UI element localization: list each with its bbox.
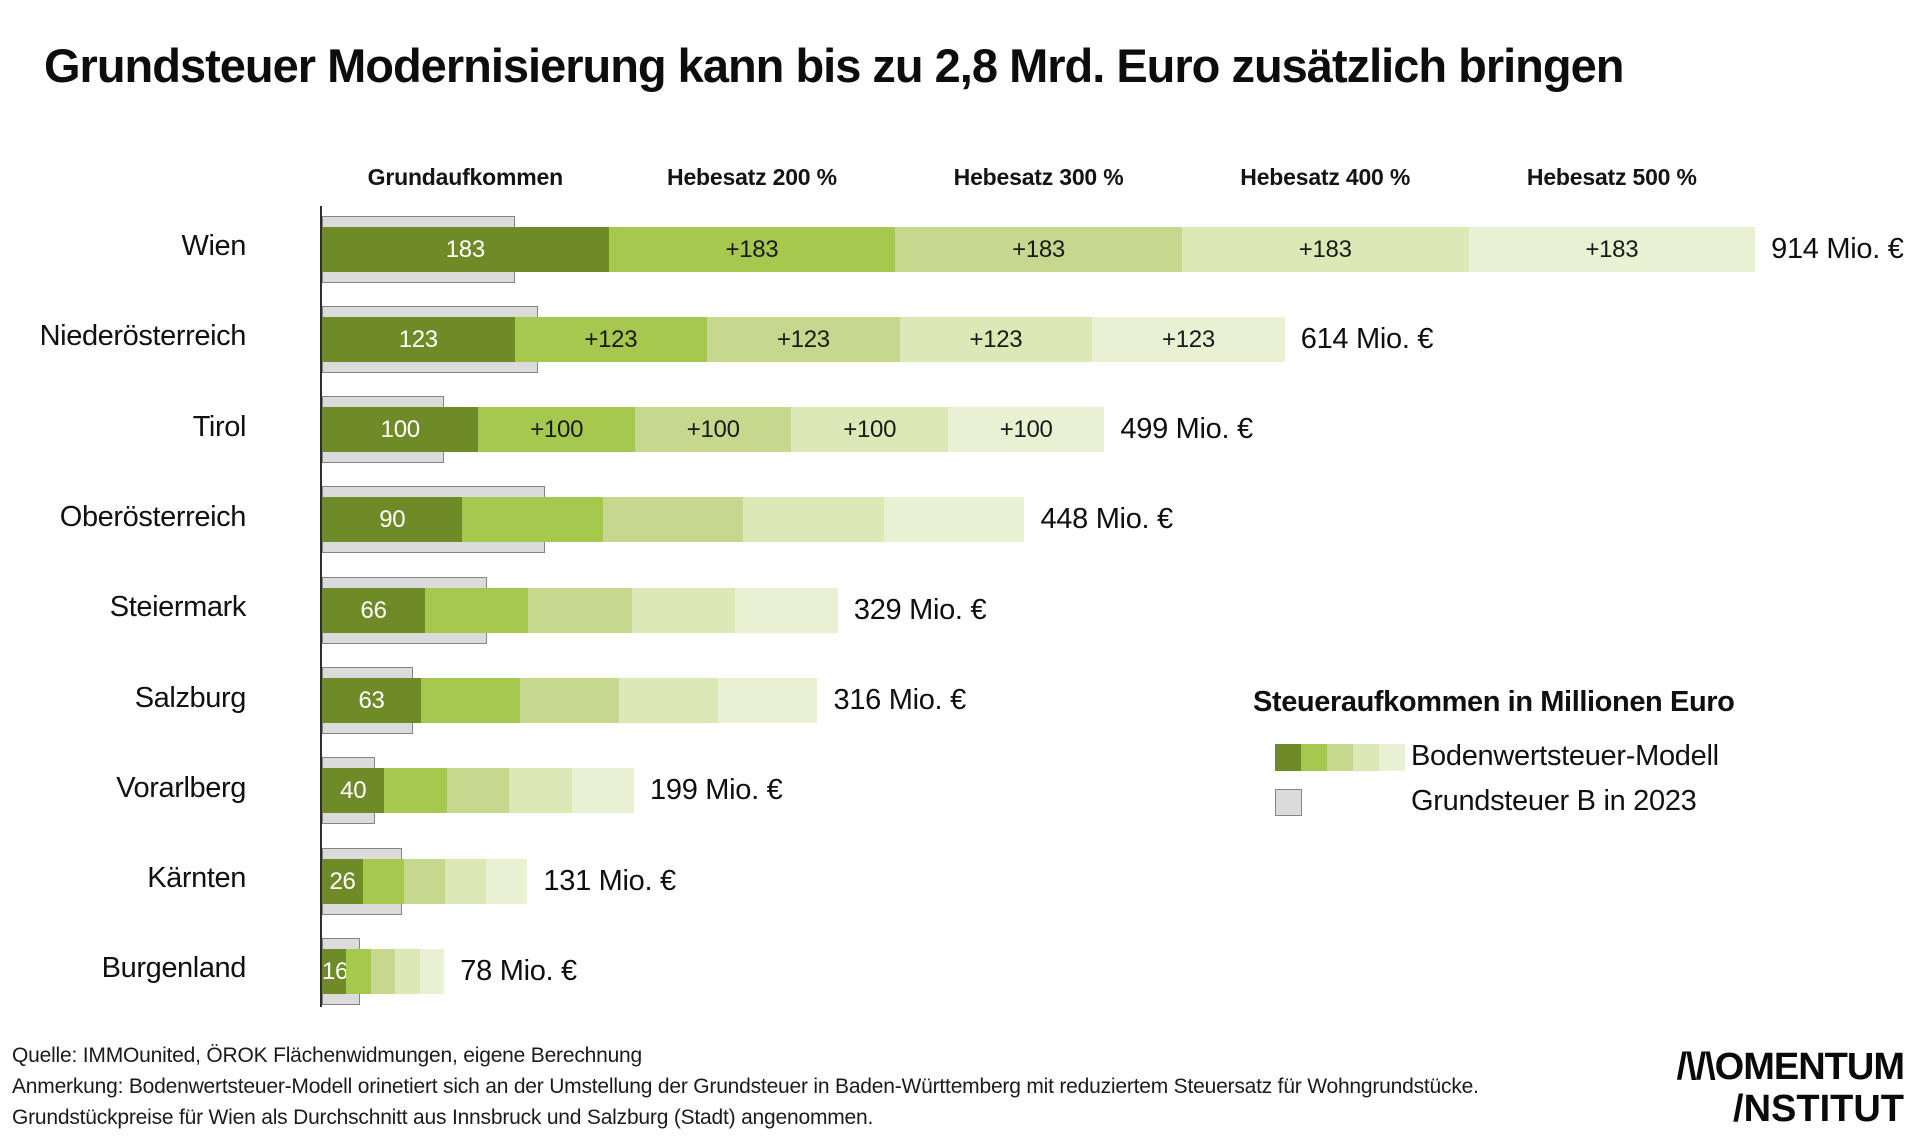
- bar-segment-hebesatz: [395, 948, 420, 994]
- bar-segment-hebesatz: [631, 587, 735, 633]
- bar-segment-hebesatz: [520, 678, 620, 723]
- bar-segment-grundaufkommen: 63: [322, 678, 422, 723]
- bar-segment-hebesatz: [462, 497, 603, 543]
- momentum-institut-logo: /\/\OMENTUM /NSTITUT: [1676, 1046, 1905, 1130]
- legend-color-chip: [1353, 744, 1379, 771]
- row-label: Steiermark: [109, 591, 247, 624]
- bar-segment-grundaufkommen: 183: [322, 226, 609, 272]
- total-value-label: 78 Mio. €: [460, 954, 577, 987]
- note-line: Quelle: IMMOunited, ÖROK Flächenwidmunge…: [12, 1044, 643, 1067]
- chart-title: Grundsteuer Modernisierung kann bis zu 2…: [44, 39, 1624, 92]
- legend-title: Steueraufkommen in Millionen Euro: [1253, 686, 1735, 718]
- bar-segment-hebesatz: [718, 678, 818, 723]
- bar-segment-hebesatz: [602, 497, 744, 543]
- bar-segment-hebesatz: [743, 497, 884, 543]
- total-value-label: 914 Mio. €: [1771, 232, 1904, 265]
- total-value-label: 614 Mio. €: [1300, 322, 1434, 355]
- bar-segment-hebesatz: [445, 858, 487, 904]
- bar-segment-hebesatz: [363, 858, 405, 904]
- column-header: Hebesatz 200 %: [667, 164, 837, 190]
- bar-segment-hebesatz: [509, 768, 572, 814]
- bar-segment-hebesatz: [384, 768, 447, 814]
- logo-line-institut: /NSTITUT: [1733, 1088, 1904, 1130]
- row-label: Wien: [181, 230, 247, 262]
- bar-segment-grundaufkommen: 40: [322, 768, 385, 814]
- bar-segment-hebesatz: [883, 497, 1025, 543]
- bar-segment-hebesatz: +123: [899, 316, 1093, 362]
- bar-segment-hebesatz: [528, 587, 632, 633]
- note-line: Anmerkung: Bodenwertsteuer-Modell orinet…: [12, 1075, 1479, 1098]
- legend-gray-swatch: [1275, 789, 1302, 816]
- bar-segment-hebesatz: +123: [514, 316, 708, 362]
- legend-item-bodenwertsteuer: Bodenwertsteuer-Modell: [1411, 740, 1719, 772]
- bar-segment-hebesatz: [486, 858, 528, 904]
- row-label: Burgenland: [101, 952, 247, 985]
- row-label: Vorarlberg: [116, 771, 246, 804]
- total-value-label: 199 Mio. €: [650, 774, 783, 807]
- bar-segment-grundaufkommen: 90: [322, 497, 463, 543]
- bar-segment-grundaufkommen: 66: [322, 587, 426, 633]
- legend: Steueraufkommen in Millionen Euro Bodenw…: [1253, 686, 1853, 817]
- legend-color-chip: [1275, 744, 1301, 771]
- bar-segment-hebesatz: +183: [608, 226, 896, 272]
- legend-color-chip: [1301, 744, 1327, 771]
- bar-segment-hebesatz: +100: [947, 407, 1105, 453]
- bar-segment-hebesatz: +183: [895, 226, 1182, 272]
- total-value-label: 448 Mio. €: [1040, 503, 1173, 536]
- row-label: Niederösterreich: [39, 320, 247, 353]
- total-value-label: 499 Mio. €: [1120, 413, 1253, 446]
- bar-segment-hebesatz: +100: [478, 407, 635, 453]
- legend-color-chip: [1379, 744, 1405, 771]
- axis-line: [320, 206, 322, 1007]
- legend-item-grundsteuer-b: Grundsteuer B in 2023: [1411, 785, 1697, 817]
- bar-segment-grundaufkommen: 26: [322, 858, 364, 904]
- bar-segment-grundaufkommen: 123: [322, 316, 515, 362]
- row-label: Tirol: [192, 410, 247, 443]
- row-label: Kärnten: [147, 862, 246, 895]
- bar-segment-hebesatz: [346, 948, 371, 994]
- bar-segment-hebesatz: [421, 678, 521, 723]
- bar-segment-hebesatz: +183: [1181, 226, 1469, 272]
- row-label: Salzburg: [134, 681, 247, 714]
- bar-segment-hebesatz: [446, 768, 510, 814]
- column-header: Hebesatz 300 %: [953, 164, 1124, 190]
- bar-segment-hebesatz: +183: [1468, 226, 1756, 272]
- bar-segment-hebesatz: [425, 587, 529, 633]
- bar-segment-hebesatz: +123: [1092, 316, 1285, 362]
- bar-segment-hebesatz: [734, 587, 838, 633]
- bar-segment-hebesatz: [404, 858, 446, 904]
- bar-segment-hebesatz: [370, 948, 396, 994]
- total-value-label: 131 Mio. €: [543, 864, 676, 897]
- column-header: Grundaufkommen: [367, 164, 563, 190]
- source-notes: Quelle: IMMOunited, ÖROK Flächenwidmunge…: [12, 1040, 1479, 1133]
- bar-segment-hebesatz: [619, 678, 719, 723]
- bar-segment-grundaufkommen: 100: [322, 407, 479, 453]
- bar-segment-hebesatz: +123: [707, 316, 900, 362]
- bar-segment-hebesatz: [571, 768, 635, 814]
- bar-segment-hebesatz: [419, 948, 445, 994]
- logo-line-momentum: /\/\OMENTUM: [1676, 1046, 1905, 1088]
- note-line: Grundstückpreise für Wien als Durchschni…: [12, 1106, 874, 1129]
- legend-gradient-swatch: [1275, 744, 1405, 771]
- bar-segment-hebesatz: +100: [791, 407, 948, 453]
- column-header: Hebesatz 400 %: [1240, 164, 1411, 190]
- total-value-label: 316 Mio. €: [833, 684, 966, 716]
- bar-segment-hebesatz: +100: [634, 407, 792, 453]
- row-label: Oberösterreich: [59, 500, 247, 533]
- legend-color-chip: [1327, 744, 1353, 771]
- bar-segment-grundaufkommen: 16: [322, 948, 348, 994]
- total-value-label: 329 Mio. €: [853, 593, 987, 626]
- column-header: Hebesatz 500 %: [1526, 164, 1697, 190]
